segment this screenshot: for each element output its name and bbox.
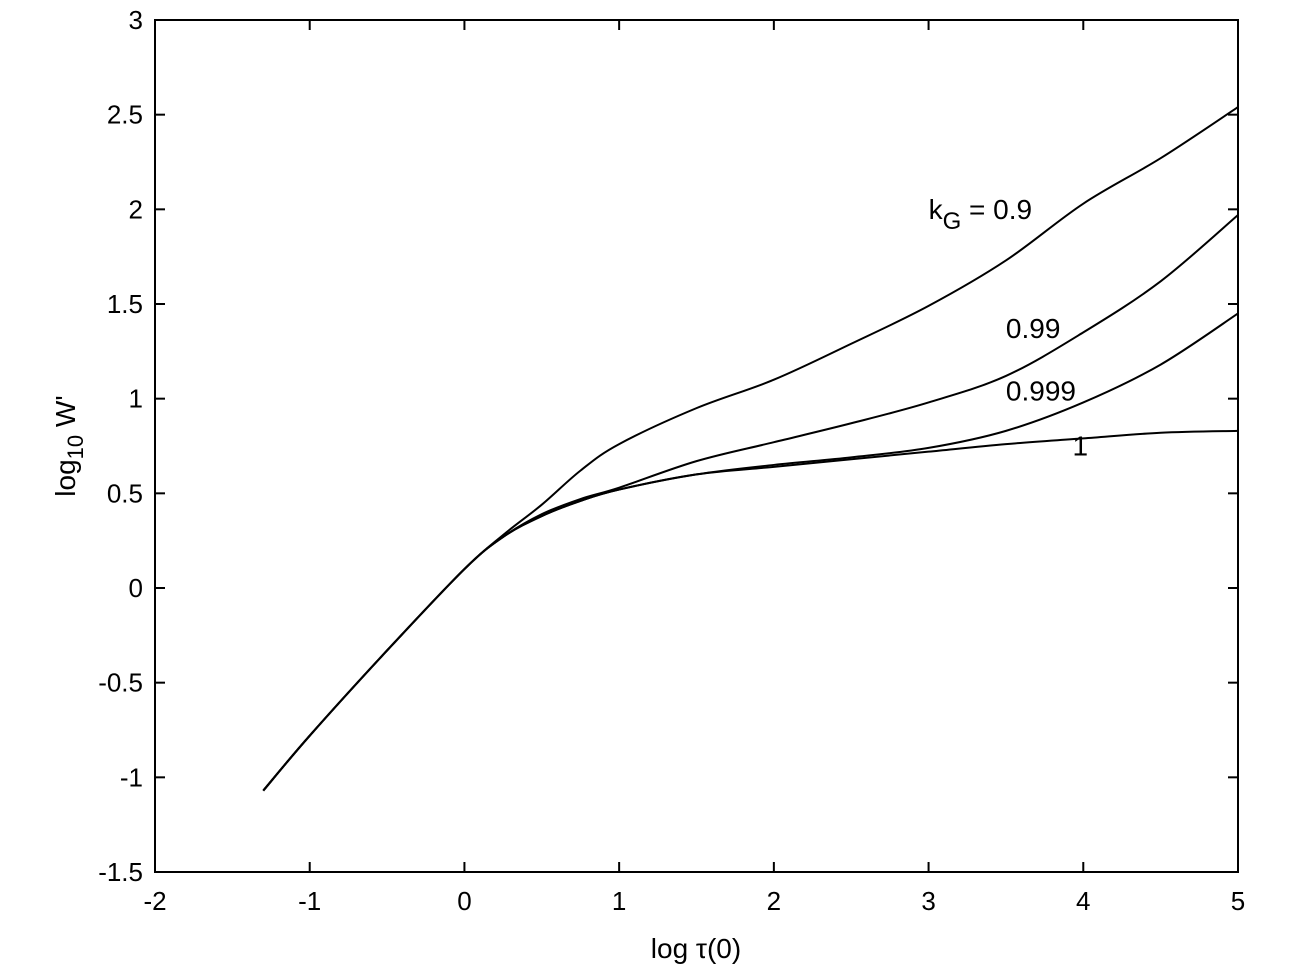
y-tick-label: -1 xyxy=(120,762,143,792)
annotation-kg-1: 1 xyxy=(1072,430,1088,461)
y-tick-label: 2 xyxy=(129,194,143,224)
x-tick-label: -1 xyxy=(298,886,321,916)
series-line-1 xyxy=(262,429,1239,792)
y-tick-label: 1.5 xyxy=(107,289,143,319)
y-tick-label: 2.5 xyxy=(107,100,143,130)
x-tick-label: 1 xyxy=(612,886,626,916)
y-axis-label: log10 W' xyxy=(50,395,88,496)
y-tick-label: 0 xyxy=(129,573,143,603)
y-tick-label: -0.5 xyxy=(98,668,143,698)
y-tick-label: -1.5 xyxy=(98,857,143,887)
x-tick-label: 4 xyxy=(1076,886,1090,916)
series-line-0.99 xyxy=(262,214,1239,792)
annotation-kg-0.9: kG = 0.9 xyxy=(929,194,1033,235)
plot-frame xyxy=(154,19,1239,873)
x-tick-label: 3 xyxy=(921,886,935,916)
x-tick-label: -2 xyxy=(143,886,166,916)
x-tick-label: 2 xyxy=(767,886,781,916)
annotation-kg-0.99: 0.99 xyxy=(1006,313,1061,344)
series-line-0.9 xyxy=(262,106,1239,792)
annotation-kg-0.999: 0.999 xyxy=(1006,376,1076,407)
y-tick-label: 1 xyxy=(129,384,143,414)
x-tick-label: 0 xyxy=(457,886,471,916)
x-tick-label: 5 xyxy=(1231,886,1245,916)
y-tick-label: 0.5 xyxy=(107,478,143,508)
x-axis-label: log τ(0) xyxy=(651,933,741,964)
series-line-0.999 xyxy=(262,312,1239,792)
y-tick-label: 3 xyxy=(129,5,143,35)
plot-area: -2 -1 0 1 2 3 4 5 -1.5 -1 -0.5 0 0.5 1 1.5 2 2.5 3 xyxy=(98,5,1245,916)
